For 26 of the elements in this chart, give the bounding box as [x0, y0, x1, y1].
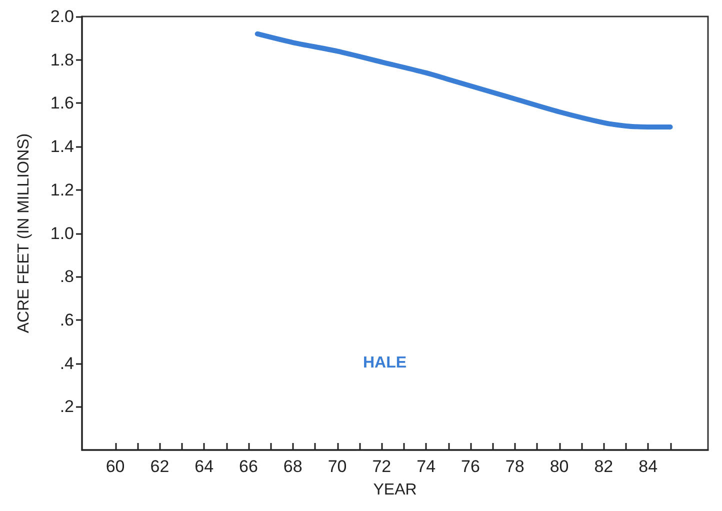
- x-tick-label: 72: [372, 457, 392, 476]
- y-tick-label: 1.6: [50, 94, 74, 113]
- x-tick-label: 68: [283, 457, 302, 476]
- x-tick-label: 78: [505, 457, 524, 476]
- y-tick-label: 1.8: [50, 50, 74, 70]
- x-tick-label: 74: [416, 457, 436, 476]
- y-tick-label: 1.0: [50, 224, 74, 243]
- y-tick-label: .2: [60, 397, 74, 416]
- y-tick-label: 2.0: [50, 7, 74, 26]
- y-axis-title: ACRE FEET (IN MILLIONS): [16, 133, 32, 334]
- x-tick-label: 62: [150, 457, 170, 476]
- y-tick-label: .4: [60, 354, 74, 373]
- x-tick-label: 82: [594, 457, 614, 476]
- y-tick-label: 1.4: [50, 137, 74, 156]
- x-tick-label: 84: [638, 457, 658, 476]
- y-tick-label: .8: [60, 267, 74, 286]
- x-tick-label: 70: [328, 457, 347, 476]
- x-tick-label: 64: [194, 457, 214, 476]
- x-tick-label: 66: [239, 457, 258, 476]
- x-tick-label: 60: [106, 457, 125, 476]
- x-tick-label: 80: [550, 457, 569, 476]
- x-axis-title: YEAR: [373, 482, 417, 498]
- x-tick-label: 76: [461, 457, 480, 476]
- annotation: HALE: [363, 354, 407, 372]
- y-tick-label: .6: [60, 310, 74, 330]
- y-tick-label: 1.2: [50, 180, 74, 200]
